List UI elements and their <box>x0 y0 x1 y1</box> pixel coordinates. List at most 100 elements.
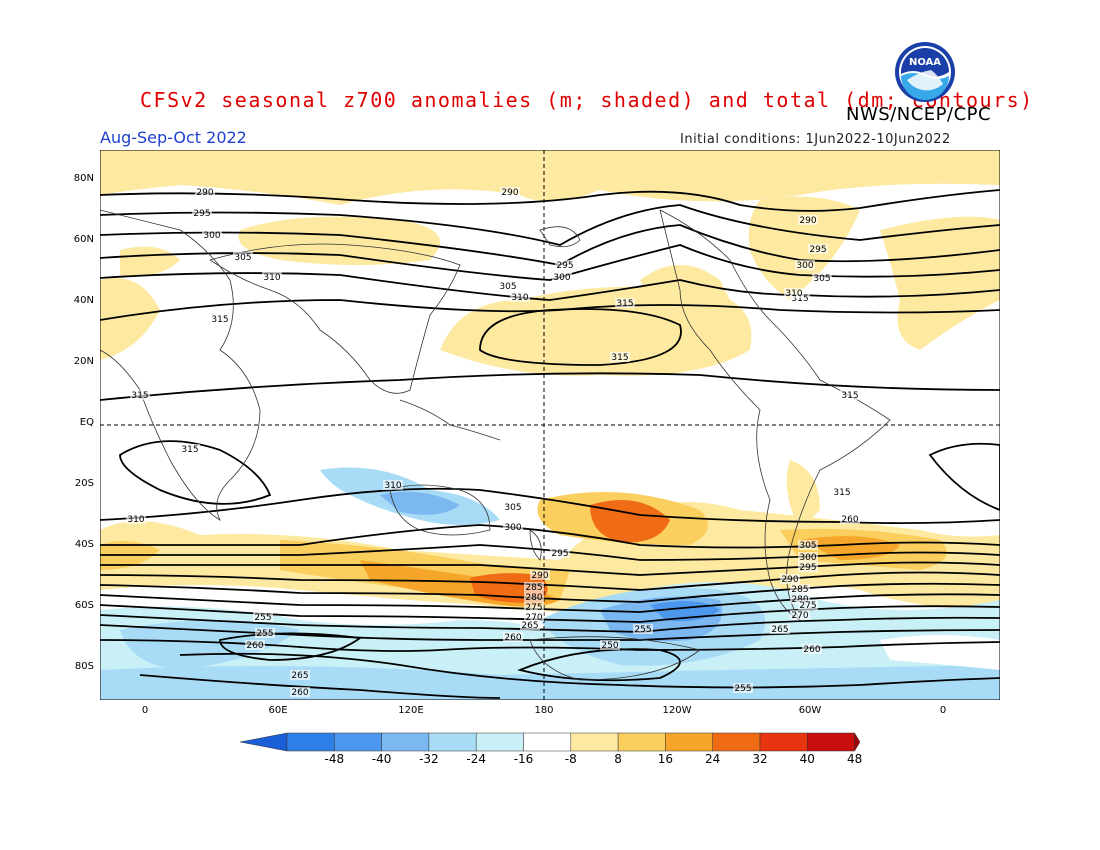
contour-label: 315 <box>616 299 633 309</box>
colorbar-box <box>570 732 619 752</box>
contour-label: 285 <box>791 585 808 595</box>
contour-label: 305 <box>504 503 521 513</box>
colorbar-label: -40 <box>371 752 392 766</box>
contour-label: 315 <box>833 488 850 498</box>
lat-label: 40S <box>74 539 94 550</box>
colorbar-box <box>381 732 430 752</box>
colorbar-box <box>759 732 808 752</box>
lon-label: 120E <box>398 705 424 716</box>
contour-label: 290 <box>531 571 548 581</box>
contour-labels: 2902953003053103153153153152902953003053… <box>126 187 860 698</box>
lat-label: 40N <box>73 295 94 306</box>
lon-label: 60E <box>268 705 288 716</box>
contour-label: 275 <box>525 603 542 613</box>
colorbar-left-arrow <box>240 732 288 752</box>
contour-label: 310 <box>263 273 280 283</box>
colorbar-box <box>286 732 335 752</box>
lat-label: EQ <box>79 417 94 428</box>
contour-label: 300 <box>796 261 813 271</box>
contour-label: 275 <box>799 601 816 611</box>
contour-label: 250 <box>601 641 618 651</box>
contour-label: 260 <box>841 515 858 525</box>
contour-label: 255 <box>634 625 651 635</box>
contour-label: 310 <box>384 481 401 491</box>
contour-label: 255 <box>734 684 751 694</box>
lat-label: 20S <box>74 478 94 489</box>
contour-label: 310 <box>511 293 528 303</box>
lon-label: 60W <box>798 705 822 716</box>
noaa-logo-text: NOAA <box>909 57 941 68</box>
contour-label: 295 <box>551 549 568 559</box>
contour-label: 300 <box>799 553 816 563</box>
contour-label: 295 <box>193 209 210 219</box>
contour-label: 315 <box>841 391 858 401</box>
contour-label: 300 <box>504 523 521 533</box>
contour-label: 290 <box>196 188 213 198</box>
chart-title: CFSv2 seasonal z700 anomalies (m; shaded… <box>140 88 1034 112</box>
contour-label: 285 <box>525 583 542 593</box>
contour-label: 295 <box>809 245 826 255</box>
contour-label: 295 <box>799 563 816 573</box>
agency-label: NWS/NCEP/CPC <box>846 104 992 125</box>
contour-label: 265 <box>771 625 788 635</box>
lon-label: 0 <box>141 705 149 716</box>
contour-label: 300 <box>203 231 220 241</box>
contour-label: 280 <box>525 593 542 603</box>
contour-label: 305 <box>234 253 251 263</box>
contour-label: 310 <box>785 289 802 299</box>
contour-label: 295 <box>556 261 573 271</box>
colorbar-label: -16 <box>513 752 534 766</box>
colorbar-label: -32 <box>419 752 439 766</box>
colorbar-label: 48 <box>846 752 863 766</box>
colorbar-label: 40 <box>799 752 815 766</box>
antarctica-outline <box>529 636 701 681</box>
lon-label: 180 <box>534 705 554 716</box>
colorbar-label: -24 <box>466 752 486 766</box>
contour-label: 315 <box>211 315 228 325</box>
contour-label: 300 <box>553 273 570 283</box>
lat-label: 80N <box>73 173 94 184</box>
lat-label: 60S <box>74 600 94 611</box>
contour-label: 315 <box>181 445 198 455</box>
colorbar-box <box>712 732 761 752</box>
contour-label: 305 <box>813 274 830 284</box>
colorbar-box <box>807 732 855 752</box>
initial-conditions-label: Initial conditions: 1Jun2022-10Jun2022 <box>680 132 951 147</box>
colorbar-label: 8 <box>614 752 622 766</box>
colorbar-label: 32 <box>752 752 768 766</box>
contour-label: 290 <box>781 575 798 585</box>
contour-label: 260 <box>246 641 263 651</box>
contour-label: 270 <box>525 613 542 623</box>
contour-label: 260 <box>504 633 521 643</box>
contour-label: 260 <box>291 688 308 698</box>
map-panel: 2902953003053103153153153152902953003053… <box>100 150 1000 700</box>
colorbar-box <box>428 732 477 752</box>
contour-label: 305 <box>799 541 816 551</box>
colorbar-label: 24 <box>705 752 721 766</box>
colorbar-box <box>334 732 382 752</box>
colorbar-label: -8 <box>564 752 577 766</box>
contour-label: 290 <box>501 188 518 198</box>
contour-label: 255 <box>256 629 273 639</box>
colorbar-label: 16 <box>657 752 674 766</box>
contour-label: 315 <box>791 294 808 304</box>
colorbar-box <box>475 732 524 752</box>
contour-label: 270 <box>791 611 808 621</box>
colorbar-box <box>665 732 713 752</box>
greenland-outline <box>539 226 581 248</box>
lat-label: 20N <box>73 356 94 367</box>
contour-label: 315 <box>131 391 148 401</box>
lat-label: 80S <box>74 661 94 672</box>
colorbar-right-arrow <box>854 732 860 752</box>
colorbar <box>240 732 860 752</box>
contour-label: 260 <box>803 645 820 655</box>
australia-outline <box>389 484 491 536</box>
contour-label: 315 <box>611 353 628 363</box>
contour-label: 290 <box>799 216 816 226</box>
contour-label: 255 <box>254 613 271 623</box>
colorbar-box <box>523 732 572 752</box>
noaa-logo: NOAA <box>895 42 955 102</box>
contour-label: 265 <box>291 671 308 681</box>
lon-label: 0 <box>939 705 947 716</box>
lon-label: 120W <box>662 705 692 716</box>
